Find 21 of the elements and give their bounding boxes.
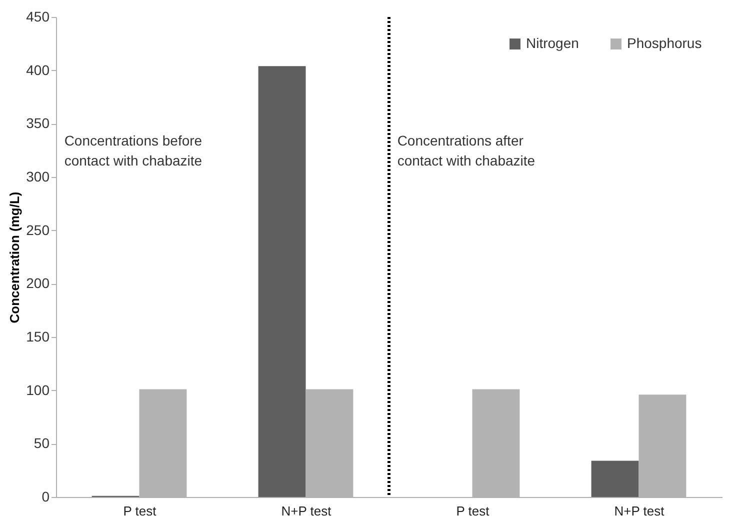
bar: [591, 460, 639, 497]
x-tick-label: N+P test: [281, 504, 332, 518]
annotation: Concentrations before contact with chabazite: [64, 132, 202, 168]
y-tick-label: 300: [26, 168, 50, 184]
y-tick-label: 250: [26, 222, 50, 238]
y-tick-label: 350: [26, 115, 50, 132]
y-tick-label: 0: [42, 488, 50, 504]
y-tick-label: 150: [26, 328, 50, 344]
annotation: Concentrations after contact with chabazite: [397, 132, 536, 168]
y-tick-label: 50: [34, 435, 50, 452]
x-tick-label: P test: [123, 504, 157, 518]
y-tick-label: 200: [26, 275, 50, 292]
bar: [258, 66, 306, 497]
y-tick-label: 400: [26, 62, 50, 78]
y-tick-label: 450: [26, 8, 50, 24]
x-tick-label: N+P test: [614, 504, 665, 518]
y-axis-title: Concentration (mg/L): [7, 192, 22, 324]
x-tick-label: P test: [456, 504, 490, 518]
legend-label: Nitrogen: [526, 35, 579, 51]
y-tick-label: 100: [26, 382, 50, 398]
legend-label: Phosphorus: [627, 35, 702, 51]
